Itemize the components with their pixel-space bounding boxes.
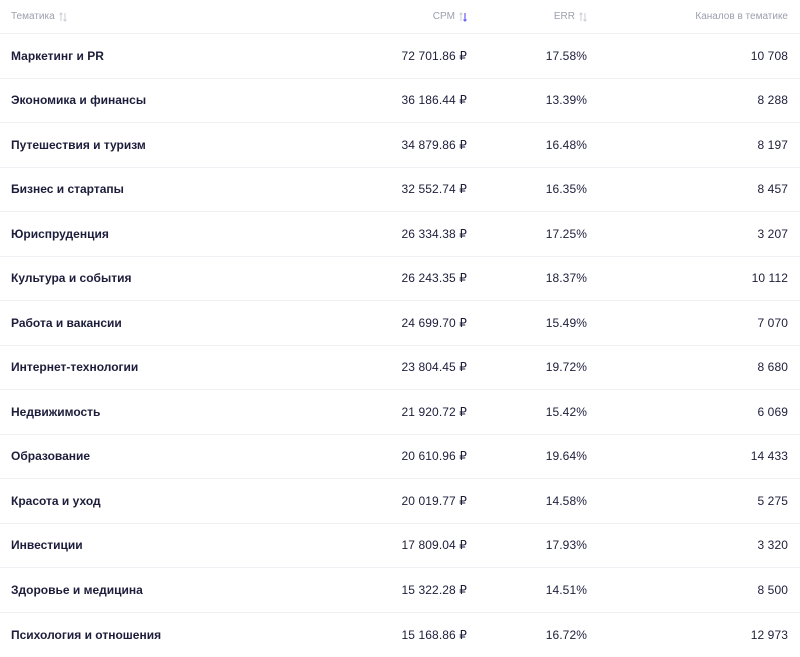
topic-name: Образование xyxy=(0,449,300,463)
table-row[interactable]: Работа и вакансии 24 699.70 ₽ 15.49% 7 0… xyxy=(0,301,800,346)
header-cpm[interactable]: CPM xyxy=(300,11,467,22)
err-value: 15.49% xyxy=(467,316,587,330)
err-value: 15.42% xyxy=(467,405,587,419)
sort-arrows-icon[interactable] xyxy=(59,12,67,22)
header-topic[interactable]: Тематика xyxy=(0,11,300,22)
channels-count: 10 708 xyxy=(587,49,788,63)
topic-name: Экономика и финансы xyxy=(0,93,300,107)
channels-count: 12 973 xyxy=(587,628,788,642)
channels-count: 10 112 xyxy=(587,271,788,285)
err-value: 18.37% xyxy=(467,271,587,285)
cpm-value: 20 610.96 ₽ xyxy=(300,449,467,463)
table-row[interactable]: Бизнес и стартапы 32 552.74 ₽ 16.35% 8 4… xyxy=(0,168,800,213)
table-row[interactable]: Красота и уход 20 019.77 ₽ 14.58% 5 275 xyxy=(0,479,800,524)
header-topic-label: Тематика xyxy=(11,11,55,22)
channels-count: 8 680 xyxy=(587,360,788,374)
topic-name: Здоровье и медицина xyxy=(0,583,300,597)
channels-count: 8 197 xyxy=(587,138,788,152)
cpm-value: 36 186.44 ₽ xyxy=(300,93,467,107)
topic-name: Юриспруденция xyxy=(0,227,300,241)
table-row[interactable]: Образование 20 610.96 ₽ 19.64% 14 433 xyxy=(0,435,800,480)
cpm-value: 24 699.70 ₽ xyxy=(300,316,467,330)
cpm-value: 17 809.04 ₽ xyxy=(300,538,467,552)
header-channels: Каналов в тематике xyxy=(587,11,788,22)
topic-name: Культура и события xyxy=(0,271,300,285)
header-channels-label: Каналов в тематике xyxy=(695,11,788,22)
cpm-value: 23 804.45 ₽ xyxy=(300,360,467,374)
sort-active-arrows-icon[interactable] xyxy=(459,12,467,22)
cpm-value: 72 701.86 ₽ xyxy=(300,49,467,63)
table-row[interactable]: Культура и события 26 243.35 ₽ 18.37% 10… xyxy=(0,257,800,302)
topic-name: Психология и отношения xyxy=(0,628,300,642)
cpm-value: 32 552.74 ₽ xyxy=(300,182,467,196)
table-row[interactable]: Здоровье и медицина 15 322.28 ₽ 14.51% 8… xyxy=(0,568,800,613)
channels-count: 8 288 xyxy=(587,93,788,107)
channels-count: 3 207 xyxy=(587,227,788,241)
topic-name: Красота и уход xyxy=(0,494,300,508)
header-cpm-label: CPM xyxy=(433,11,455,22)
header-err-label: ERR xyxy=(554,11,575,22)
channels-count: 8 457 xyxy=(587,182,788,196)
table-row[interactable]: Путешествия и туризм 34 879.86 ₽ 16.48% … xyxy=(0,123,800,168)
table-header: Тематика CPM ERR xyxy=(0,0,800,34)
table-row[interactable]: Юриспруденция 26 334.38 ₽ 17.25% 3 207 xyxy=(0,212,800,257)
table-row[interactable]: Психология и отношения 15 168.86 ₽ 16.72… xyxy=(0,613,800,657)
table-row[interactable]: Маркетинг и PR 72 701.86 ₽ 17.58% 10 708 xyxy=(0,34,800,79)
err-value: 19.72% xyxy=(467,360,587,374)
header-err[interactable]: ERR xyxy=(467,11,587,22)
err-value: 14.58% xyxy=(467,494,587,508)
err-value: 17.58% xyxy=(467,49,587,63)
channels-count: 14 433 xyxy=(587,449,788,463)
sort-arrows-icon[interactable] xyxy=(579,12,587,22)
cpm-value: 20 019.77 ₽ xyxy=(300,494,467,508)
channels-count: 7 070 xyxy=(587,316,788,330)
cpm-value: 15 322.28 ₽ xyxy=(300,583,467,597)
topic-name: Работа и вакансии xyxy=(0,316,300,330)
channels-count: 5 275 xyxy=(587,494,788,508)
err-value: 16.48% xyxy=(467,138,587,152)
channels-count: 8 500 xyxy=(587,583,788,597)
err-value: 16.35% xyxy=(467,182,587,196)
topic-name: Маркетинг и PR xyxy=(0,49,300,63)
err-value: 17.25% xyxy=(467,227,587,241)
topic-name: Интернет-технологии xyxy=(0,360,300,374)
table-row[interactable]: Недвижимость 21 920.72 ₽ 15.42% 6 069 xyxy=(0,390,800,435)
channels-count: 3 320 xyxy=(587,538,788,552)
topic-name: Инвестиции xyxy=(0,538,300,552)
err-value: 17.93% xyxy=(467,538,587,552)
err-value: 14.51% xyxy=(467,583,587,597)
cpm-value: 15 168.86 ₽ xyxy=(300,628,467,642)
topic-name: Бизнес и стартапы xyxy=(0,182,300,196)
table-row[interactable]: Экономика и финансы 36 186.44 ₽ 13.39% 8… xyxy=(0,79,800,124)
table-row[interactable]: Интернет-технологии 23 804.45 ₽ 19.72% 8… xyxy=(0,346,800,391)
topic-name: Недвижимость xyxy=(0,405,300,419)
topic-name: Путешествия и туризм xyxy=(0,138,300,152)
err-value: 19.64% xyxy=(467,449,587,463)
cpm-value: 26 334.38 ₽ xyxy=(300,227,467,241)
err-value: 16.72% xyxy=(467,628,587,642)
table-row[interactable]: Инвестиции 17 809.04 ₽ 17.93% 3 320 xyxy=(0,524,800,569)
channels-count: 6 069 xyxy=(587,405,788,419)
cpm-value: 26 243.35 ₽ xyxy=(300,271,467,285)
table-body: Маркетинг и PR 72 701.86 ₽ 17.58% 10 708… xyxy=(0,34,800,657)
err-value: 13.39% xyxy=(467,93,587,107)
cpm-value: 34 879.86 ₽ xyxy=(300,138,467,152)
cpm-value: 21 920.72 ₽ xyxy=(300,405,467,419)
